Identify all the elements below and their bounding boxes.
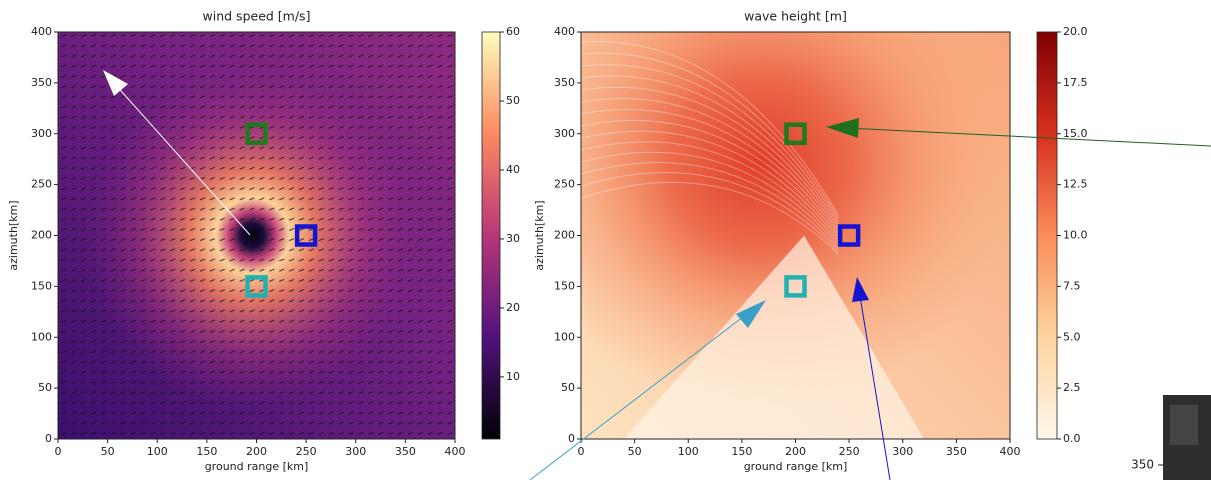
x-tick-label: 250 bbox=[839, 445, 860, 458]
marker-square bbox=[294, 224, 318, 247]
heatmap-image bbox=[58, 32, 455, 439]
streak bbox=[581, 141, 839, 243]
streak bbox=[581, 64, 839, 222]
streak bbox=[581, 181, 839, 255]
colorbar-tick-label: 15.0 bbox=[1063, 127, 1088, 140]
y-tick-label: 350 bbox=[1131, 458, 1154, 472]
streak bbox=[581, 86, 839, 228]
x-tick-label: 200 bbox=[246, 445, 267, 458]
x-tick-label: 400 bbox=[1000, 445, 1021, 458]
colorbar-tick-label: 20.0 bbox=[1063, 25, 1088, 38]
colorbar-tick-label: 10 bbox=[506, 370, 520, 383]
y-tick-label: 150 bbox=[554, 279, 575, 292]
marker-square bbox=[784, 122, 807, 145]
marker-square bbox=[245, 122, 268, 145]
y-tick-label: 250 bbox=[31, 178, 52, 191]
streak bbox=[581, 172, 839, 252]
x-axis-label: ground range [km] bbox=[205, 460, 309, 473]
y-tick-label: 0 bbox=[568, 432, 575, 445]
colorbar-tick-label: 7.5 bbox=[1063, 279, 1081, 292]
colorbar-tick-label: 5.0 bbox=[1063, 330, 1081, 343]
streak bbox=[581, 75, 839, 225]
arrow-head bbox=[103, 70, 128, 96]
y-axis-label: azimuth[km] bbox=[7, 200, 20, 270]
colorbar-tick-label: 30 bbox=[506, 232, 520, 245]
annotation-arrow bbox=[529, 309, 753, 481]
x-tick-label: 0 bbox=[578, 445, 585, 458]
y-tick-label: 50 bbox=[561, 381, 575, 394]
y-tick-label: 350 bbox=[31, 76, 52, 89]
colorbar bbox=[481, 31, 501, 440]
streak bbox=[581, 161, 839, 249]
chart-title: wave height [m] bbox=[744, 9, 847, 24]
y-tick-label: 250 bbox=[554, 178, 575, 191]
y-tick-label: 300 bbox=[554, 127, 575, 140]
x-tick-label: 250 bbox=[296, 445, 317, 458]
streak bbox=[581, 52, 839, 219]
x-tick-label: 100 bbox=[678, 445, 699, 458]
y-tick-label: 200 bbox=[31, 229, 52, 242]
x-tick-label: 50 bbox=[101, 445, 115, 458]
x-tick-label: 100 bbox=[147, 445, 168, 458]
y-axis-label: azimuth[km] bbox=[533, 200, 546, 270]
cropped-image-detail bbox=[1170, 405, 1198, 445]
colorbar-tick-label: 20 bbox=[506, 301, 520, 314]
x-tick-label: 50 bbox=[628, 445, 642, 458]
colorbar-tick-label: 17.5 bbox=[1063, 76, 1088, 89]
streak bbox=[581, 130, 839, 240]
streak bbox=[581, 119, 839, 237]
annotation-arrow bbox=[845, 127, 1211, 147]
quiver-field bbox=[58, 32, 455, 439]
x-tick-label: 200 bbox=[785, 445, 806, 458]
colorbar-tick-label: 0.0 bbox=[1063, 432, 1081, 445]
y-tick-label: 400 bbox=[31, 25, 52, 38]
arrow-head bbox=[852, 277, 869, 302]
panel: wave height [m] ground range [km] azimuth[… bbox=[533, 9, 1088, 474]
x-tick-label: 400 bbox=[445, 445, 466, 458]
arrow-head bbox=[826, 118, 859, 138]
colorbar-tick-label: 10.0 bbox=[1063, 229, 1088, 242]
chart-title: wind speed [m/s] bbox=[203, 9, 311, 24]
y-tick-label: 100 bbox=[554, 330, 575, 343]
annotation-arrow bbox=[859, 295, 891, 481]
marker-square bbox=[837, 224, 861, 247]
x-tick-label: 350 bbox=[395, 445, 416, 458]
x-tick-label: 300 bbox=[345, 445, 366, 458]
marker-square bbox=[245, 275, 268, 298]
streak bbox=[581, 40, 839, 216]
marker-square bbox=[784, 275, 807, 298]
streak bbox=[581, 109, 839, 234]
colorbar-tick-label: 40 bbox=[506, 163, 520, 176]
y-tick-label: 100 bbox=[31, 330, 52, 343]
x-tick-label: 150 bbox=[731, 445, 752, 458]
colorbar-tick-label: 12.5 bbox=[1063, 178, 1088, 191]
panel: wind speed [m/s] ground range [km] azimuth… bbox=[7, 9, 520, 474]
y-tick-label: 300 bbox=[31, 127, 52, 140]
x-tick-label: 350 bbox=[946, 445, 967, 458]
heatmap-image bbox=[581, 32, 1010, 439]
x-tick-label: 0 bbox=[55, 445, 62, 458]
x-tick-label: 300 bbox=[892, 445, 913, 458]
streak bbox=[581, 98, 839, 231]
streak bbox=[581, 151, 839, 246]
y-tick-label: 50 bbox=[38, 381, 52, 394]
colorbar-tick-label: 60 bbox=[506, 25, 520, 38]
x-axis-label: ground range [km] bbox=[744, 460, 848, 473]
colorbar bbox=[1036, 31, 1058, 440]
arrow-head bbox=[736, 300, 766, 328]
y-tick-label: 350 bbox=[554, 76, 575, 89]
calm-wedge bbox=[623, 235, 925, 439]
y-tick-label: 400 bbox=[554, 25, 575, 38]
y-tick-label: 0 bbox=[45, 432, 52, 445]
x-tick-label: 150 bbox=[196, 445, 217, 458]
y-tick-label: 150 bbox=[31, 279, 52, 292]
y-tick-label: 200 bbox=[554, 229, 575, 242]
colorbar-tick-label: 2.5 bbox=[1063, 381, 1081, 394]
colorbar-tick-label: 50 bbox=[506, 94, 520, 107]
annotation-arrow bbox=[112, 81, 251, 236]
